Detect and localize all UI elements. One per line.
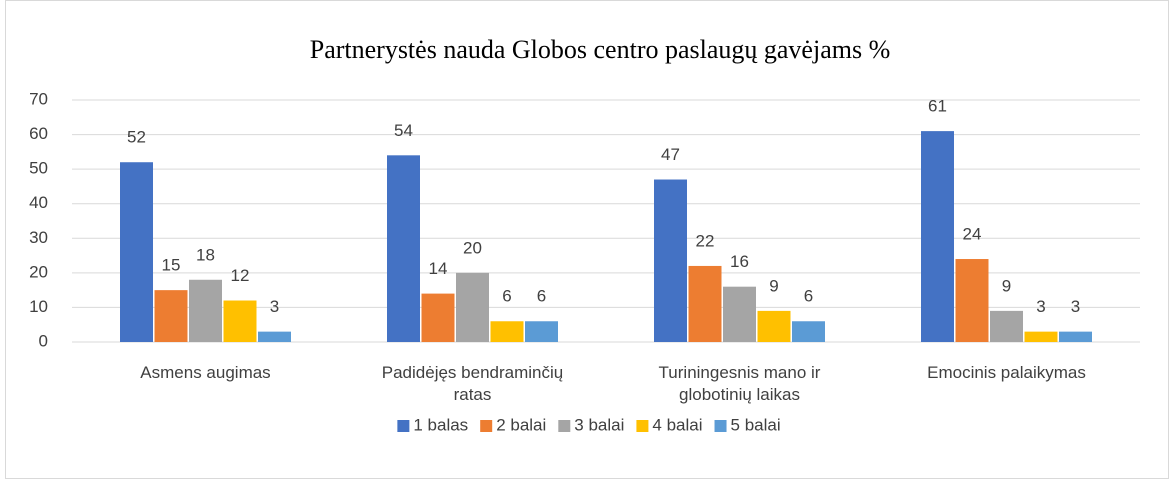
y-tick-label: 20: [29, 262, 48, 281]
bar: [490, 321, 524, 342]
data-label: 15: [162, 256, 181, 275]
bar: [1059, 331, 1092, 342]
y-tick-label: 0: [39, 331, 48, 350]
bar: [990, 310, 1023, 342]
y-tick-label: 30: [29, 228, 48, 247]
data-label: 22: [696, 231, 715, 250]
x-tick-label: Turiningesnis mano ir globotinių laikas: [658, 363, 821, 404]
data-label: 3: [1036, 297, 1045, 316]
data-label: 3: [270, 297, 279, 316]
bar: [120, 162, 153, 342]
data-label: 16: [730, 252, 749, 271]
legend-swatch: [714, 420, 727, 432]
data-label: 6: [537, 287, 546, 306]
bar: [421, 293, 455, 342]
legend-swatch: [558, 420, 571, 432]
y-tick-label: 70: [29, 89, 48, 108]
data-label: 3: [1071, 297, 1080, 316]
x-tick-label: Padidėjęs bendraminčių ratas: [381, 363, 564, 404]
bar: [688, 265, 722, 342]
bar: [654, 179, 687, 342]
data-label: 14: [429, 259, 448, 278]
data-label: 12: [231, 266, 250, 285]
y-tick-label: 50: [29, 159, 48, 178]
bar: [955, 259, 989, 342]
data-label: 47: [661, 145, 680, 164]
bar: [223, 300, 257, 342]
bar: [258, 331, 291, 342]
chart-title: Partnerystės nauda Globos centro paslaug…: [310, 35, 891, 64]
x-tick-label: Emocinis palaikymas: [927, 363, 1086, 382]
x-tick-label: Asmens augimas: [140, 363, 271, 382]
data-label: 61: [928, 97, 947, 116]
legend-label: 4 balai: [652, 415, 702, 434]
legend-label: 3 balai: [574, 415, 624, 434]
bar: [387, 155, 420, 342]
bar: [757, 310, 791, 342]
bar: [723, 286, 756, 342]
data-label: 9: [769, 276, 778, 295]
data-label: 20: [463, 238, 482, 257]
bar: [154, 290, 188, 342]
y-tick-label: 10: [29, 297, 48, 316]
legend-label: 5 balai: [731, 415, 781, 434]
y-tick-label: 60: [29, 124, 48, 143]
bar: [189, 279, 222, 342]
data-label: 6: [502, 287, 511, 306]
legend-label: 2 balai: [496, 415, 546, 434]
legend-swatch: [480, 420, 493, 432]
bar: [525, 321, 558, 342]
data-label: 54: [394, 121, 413, 140]
legend-label: 1 balas: [413, 415, 468, 434]
data-label: 6: [804, 287, 813, 306]
data-label: 18: [196, 245, 215, 264]
chart-border: [5, 0, 1169, 479]
legend-swatch: [397, 420, 410, 432]
bar: [1024, 331, 1058, 342]
data-label: 52: [127, 128, 146, 147]
bar: [792, 321, 825, 342]
y-tick-label: 40: [29, 193, 48, 212]
data-label: 9: [1002, 276, 1011, 295]
bar: [921, 131, 954, 342]
data-label: 24: [963, 225, 982, 244]
legend-swatch: [636, 420, 649, 432]
bar: [456, 272, 489, 342]
